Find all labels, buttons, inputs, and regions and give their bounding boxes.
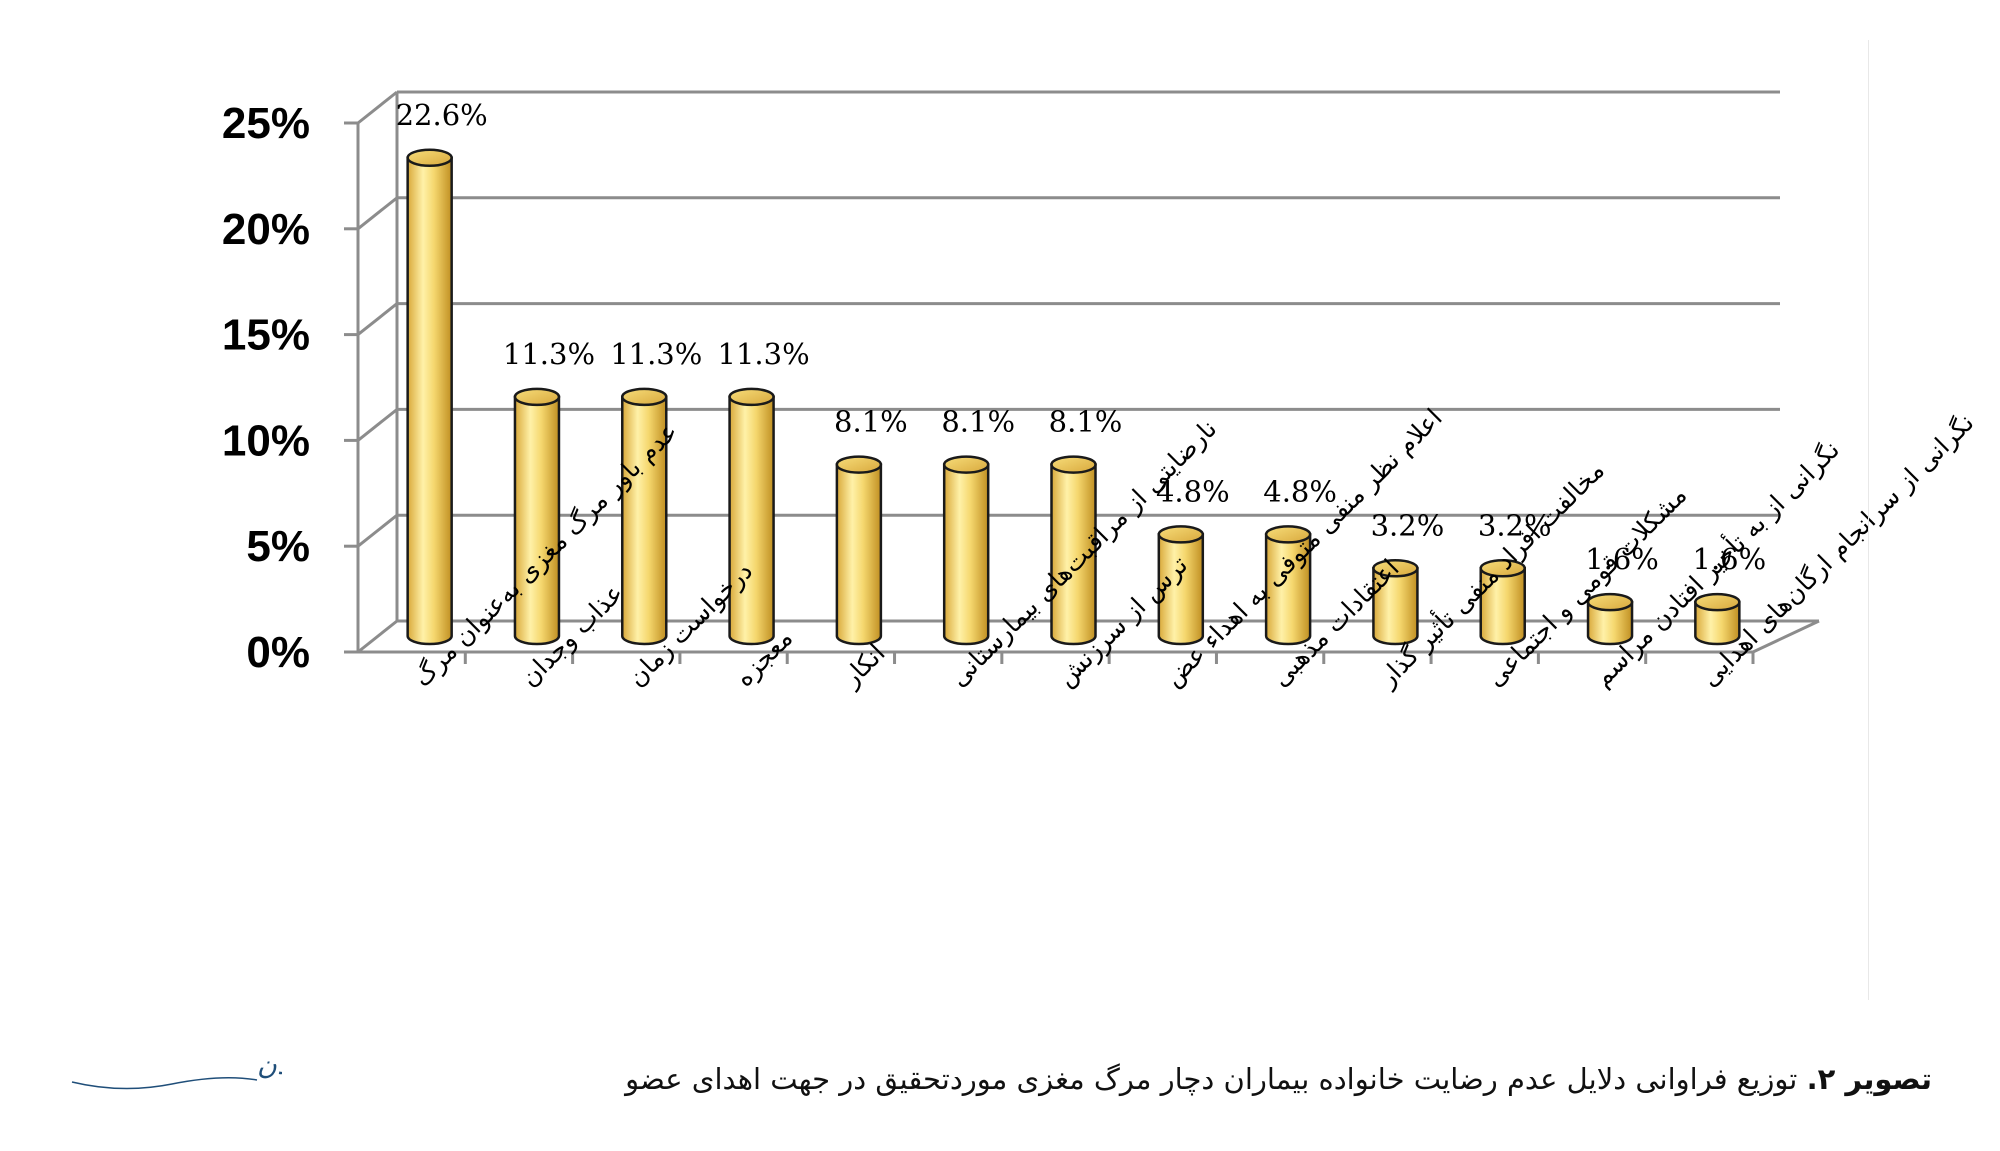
gridline-side (357, 196, 398, 230)
bar-top (1050, 455, 1097, 474)
bar (1479, 559, 1526, 646)
bar-top (406, 148, 453, 168)
bar-top (1694, 592, 1741, 612)
data-label: 11.3% (610, 337, 702, 371)
bar-body (835, 463, 883, 646)
bar-body (513, 395, 561, 646)
y-tick-label: 20% (222, 205, 310, 254)
page-divider (1868, 40, 1869, 1000)
bar-top (835, 455, 883, 474)
bar-body (1264, 533, 1312, 646)
bar (728, 387, 775, 646)
bar-top (728, 387, 775, 407)
journal-logo-image: مجله دانشگاه علوم پزشکی گیلان (71, 1049, 282, 1090)
bar (621, 387, 668, 646)
bar-top (1372, 559, 1419, 578)
figure-caption-text: توزیع فراوانی دلایل عدم رضایت خانواده بی… (625, 1062, 1807, 1096)
gridline-side (357, 408, 398, 442)
bar-body (1694, 600, 1741, 646)
data-label: 11.3% (718, 337, 810, 371)
bar-top (942, 455, 990, 474)
y-axis-ticks: 0% 5% 10% 15% 20% 25% (222, 99, 310, 677)
gridline-side (357, 514, 398, 548)
bar (1264, 525, 1312, 646)
data-labels: 22.6% 11.3% 11.3% 11.3% 8.1% 8.1% 8.1% 4.8% 4.8%… (396, 98, 1767, 576)
bar (1157, 525, 1205, 646)
bar-body (1372, 567, 1419, 646)
y-tick-label: 10% (222, 416, 310, 465)
bar-body (1050, 463, 1097, 646)
data-label: 8.1% (834, 405, 908, 439)
bar-top (1479, 559, 1526, 578)
figure-caption: تصویر ۲. توزیع فراوانی دلایل عدم رضایت خ… (625, 1062, 1932, 1096)
bar-top (1264, 525, 1312, 544)
figure-caption-label: تصویر ۲. (1806, 1062, 1932, 1096)
bar (1050, 455, 1097, 646)
data-label: 4.8% (1156, 474, 1230, 508)
data-label: 8.1% (941, 405, 1015, 439)
bar (942, 455, 990, 646)
bar-top (1157, 525, 1205, 544)
bar-body (406, 156, 453, 646)
data-label: 8.1% (1049, 405, 1123, 439)
bar (513, 387, 561, 646)
y-tick-label: 15% (222, 311, 310, 360)
y-tick-label: 5% (246, 522, 310, 571)
bar-body (1157, 533, 1205, 646)
bar-body (1479, 567, 1526, 646)
y-tick-label: 25% (222, 99, 310, 148)
bars (406, 148, 1741, 646)
gridline-side (357, 90, 398, 125)
gridline-side (357, 619, 398, 654)
gridline-side (357, 302, 398, 336)
bar-top (1586, 592, 1634, 612)
data-label: 22.6% (396, 98, 488, 132)
bar (835, 455, 883, 646)
bar (406, 148, 453, 646)
bar-body (621, 395, 668, 646)
bar-body (728, 395, 775, 646)
data-label: 4.8% (1263, 474, 1337, 508)
floor-right-edge (1752, 619, 1820, 654)
data-label: 11.3% (503, 337, 595, 371)
bar-top (513, 387, 561, 407)
bar-body (1586, 600, 1634, 646)
x-category-label: انکار (835, 638, 890, 693)
data-label: 3.2% (1371, 508, 1445, 542)
data-label: 1.6% (1693, 542, 1767, 576)
y-tick-label: 0% (246, 628, 310, 677)
bar (1372, 559, 1419, 646)
data-label: 1.6% (1585, 542, 1659, 576)
journal-logo-text: مجله دانشگاه علوم پزشکی گیلان (257, 1049, 282, 1081)
journal-logo: مجله دانشگاه علوم پزشکی گیلان (52, 1022, 282, 1102)
bar-top (621, 387, 668, 407)
bar (1586, 592, 1634, 646)
bar-body (942, 463, 990, 646)
data-label: 3.2% (1478, 508, 1552, 542)
bar (1694, 592, 1741, 646)
